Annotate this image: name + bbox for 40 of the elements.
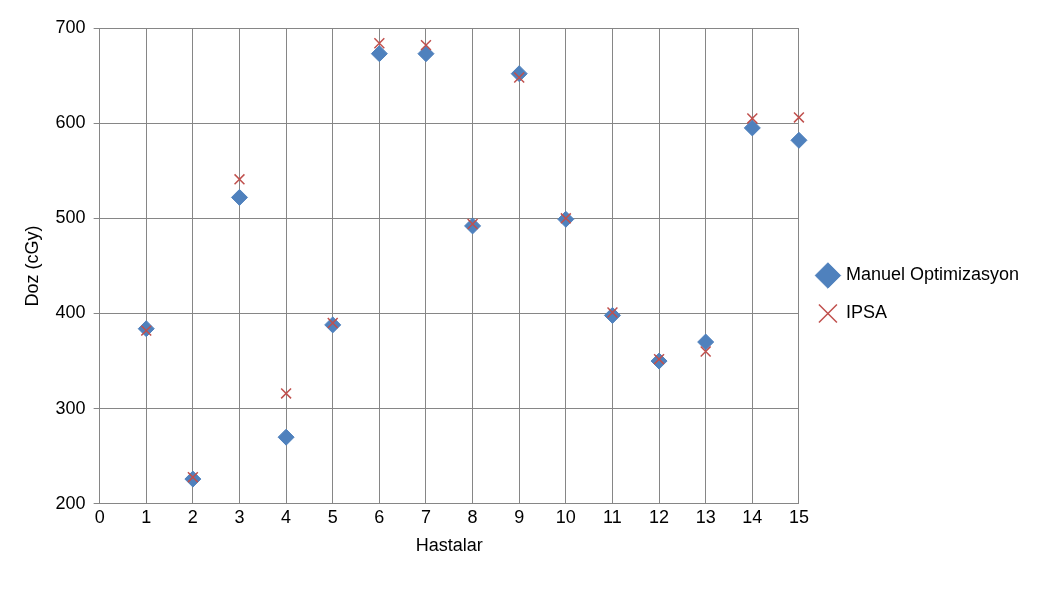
y-tick-label: 500 (55, 207, 86, 228)
x-tick-label: 12 (649, 506, 670, 527)
y-axis-title: Doz (cGy) (21, 225, 42, 307)
x-axis-title: Hastalar (415, 535, 483, 556)
point (790, 131, 808, 149)
point (230, 188, 248, 206)
x-tick-label: 4 (281, 506, 292, 527)
point (417, 45, 435, 63)
x-tick-label: 15 (788, 506, 809, 527)
x-tick-label: 9 (514, 506, 525, 527)
point (697, 333, 715, 351)
x-tick-label: 8 (467, 506, 478, 527)
y-tick-label: 600 (55, 112, 86, 133)
x-tick-label: 5 (327, 506, 338, 527)
y-tick-label: 300 (55, 397, 86, 418)
x-tick-label: 10 (555, 506, 576, 527)
x-tick-label: 3 (234, 506, 245, 527)
point (746, 112, 759, 125)
x-tick-label: 6 (374, 506, 385, 527)
x-tick-label: 11 (603, 506, 622, 527)
point (743, 119, 761, 137)
y-tick-label: 400 (55, 302, 86, 323)
legend-label: IPSA (845, 302, 887, 323)
y-tick-label: 700 (55, 16, 86, 37)
point (420, 39, 432, 51)
point (277, 428, 295, 446)
x-tick-label: 2 (187, 506, 198, 527)
point (793, 111, 805, 124)
point (373, 37, 386, 49)
point (280, 387, 292, 400)
point (370, 45, 388, 63)
x-tick-label: 1 (141, 506, 152, 527)
y-tick-label: 200 (55, 492, 86, 513)
point (233, 173, 246, 185)
x-tick-label: 0 (94, 506, 105, 527)
x-tick-label: 13 (695, 506, 716, 527)
point (699, 345, 712, 358)
x-tick-label: 7 (420, 506, 431, 527)
legend-label: Manuel Optimizasyon (845, 264, 1019, 285)
x-tick-label: 14 (742, 506, 763, 527)
